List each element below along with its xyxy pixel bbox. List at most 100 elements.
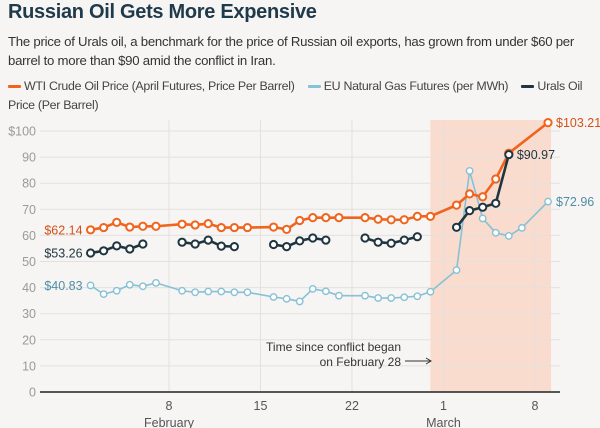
x-tick-label: 8 (166, 399, 173, 413)
end-label-gas: $72.96 (556, 195, 594, 209)
data-point-gas (387, 294, 396, 302)
data-point-gas (413, 292, 422, 301)
start-label-wti: $62.14 (44, 223, 82, 237)
legend-item-wti: WTI Crude Oil Price (April Futures, Pric… (8, 79, 295, 93)
data-point-gas (465, 167, 474, 175)
data-point-gas (204, 287, 213, 296)
data-point-urals (360, 233, 370, 243)
annotation-text: Time since conflict began (266, 340, 401, 354)
data-point-gas (321, 287, 330, 296)
data-point-wti (112, 217, 122, 227)
y-tick-label: 20 (22, 333, 36, 347)
data-point-gas (125, 280, 134, 289)
data-point-gas (361, 291, 369, 300)
data-point-gas (478, 214, 487, 223)
data-point-gas (112, 286, 121, 295)
legend: WTI Crude Oil Price (April Futures, Pric… (8, 77, 598, 115)
data-point-urals (216, 241, 226, 251)
data-point-wti (360, 213, 370, 223)
series-urals (85, 149, 514, 258)
data-point-gas (400, 293, 409, 302)
data-point-wti (465, 189, 475, 199)
x-tick-label: 22 (345, 399, 359, 413)
x-month-label: February (144, 416, 195, 428)
data-point-urals (203, 235, 213, 245)
data-point-wti (125, 222, 135, 232)
y-tick-label: 30 (22, 307, 36, 321)
data-point-urals (112, 241, 122, 251)
chart-title: Russian Oil Gets More Expensive (8, 1, 317, 23)
data-point-gas (504, 232, 513, 240)
data-point-urals (138, 239, 148, 249)
x-tick-label: 15 (254, 399, 268, 413)
data-point-wti (190, 220, 200, 230)
x-tick-label: 1 (440, 399, 447, 413)
data-point-urals (85, 248, 96, 258)
data-point-gas (308, 285, 317, 293)
data-point-gas (86, 281, 95, 290)
conflict-shaded-region (430, 120, 552, 392)
data-point-urals (465, 206, 475, 216)
data-point-gas (178, 286, 186, 295)
data-point-wti (229, 222, 239, 233)
data-point-wti (543, 118, 553, 128)
data-point-urals (295, 236, 305, 246)
data-point-wti (242, 222, 253, 233)
start-label-urals: $53.26 (44, 246, 82, 260)
data-point-gas (230, 288, 239, 297)
data-point-wti (282, 224, 292, 234)
x-tick-label: 8 (531, 399, 538, 413)
legend-swatch-wti (8, 85, 21, 89)
data-point-urals (308, 233, 318, 243)
data-point-urals (229, 242, 239, 252)
data-point-wti (386, 215, 396, 225)
end-label-wti: $103.21 (556, 116, 600, 130)
data-point-gas (426, 287, 435, 296)
data-point-urals (386, 238, 396, 248)
data-point-urals (491, 198, 501, 208)
legend-label-urals: Urals Oil Price (Per Barrel) (8, 79, 583, 112)
data-point-gas (217, 287, 226, 296)
data-point-gas (452, 266, 461, 275)
data-point-urals (190, 239, 200, 249)
data-point-wti (425, 211, 435, 221)
data-point-gas (138, 282, 147, 291)
data-point-gas (374, 294, 383, 302)
series-gas (86, 167, 552, 306)
legend-item-urals: Urals Oil Price (Per Barrel) (8, 79, 583, 112)
legend-swatch-urals (521, 85, 535, 89)
data-point-wti (85, 225, 96, 235)
data-point-wti (478, 192, 488, 202)
data-point-urals (478, 202, 488, 212)
data-point-wti (268, 222, 279, 232)
data-point-urals (282, 242, 292, 252)
data-point-urals (504, 149, 514, 160)
data-point-wti (308, 213, 318, 223)
data-point-urals (451, 222, 462, 232)
data-point-wti (295, 215, 305, 226)
legend-label-gas: EU Natural Gas Futures (per MWh) (323, 79, 509, 93)
data-point-gas (544, 197, 552, 206)
data-point-urals (268, 239, 279, 250)
data-point-gas (269, 293, 278, 301)
data-point-gas (335, 291, 343, 300)
y-tick-label: $100 (8, 125, 36, 139)
data-point-wti (373, 214, 383, 224)
data-point-gas (491, 228, 500, 237)
data-point-wti (451, 200, 462, 210)
data-point-urals (321, 235, 331, 245)
data-point-gas (152, 279, 160, 287)
start-label-gas: $40.83 (44, 279, 82, 293)
y-tick-label: 50 (22, 255, 36, 269)
data-point-urals (99, 246, 109, 256)
x-month-label: March (426, 416, 461, 428)
data-point-gas (243, 288, 252, 297)
data-point-gas (282, 294, 291, 303)
data-point-wti (99, 222, 109, 233)
y-tick-label: 0 (29, 386, 36, 400)
data-point-urals (412, 232, 422, 242)
data-point-wti (151, 221, 161, 231)
y-tick-label: 70 (22, 203, 36, 217)
chart-subtitle: The price of Urals oil, a benchmark for … (8, 34, 575, 68)
